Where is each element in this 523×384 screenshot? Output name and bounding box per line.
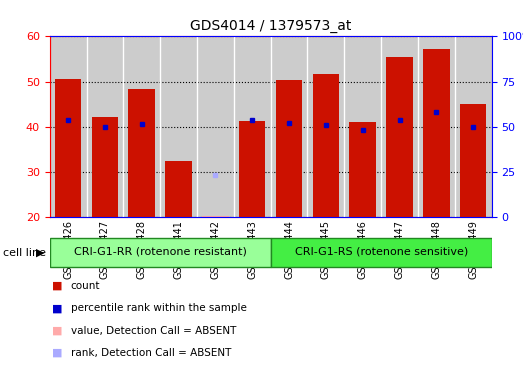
Text: CRI-G1-RR (rotenone resistant): CRI-G1-RR (rotenone resistant) [74, 247, 247, 257]
Bar [386, 57, 413, 217]
Bar [234, 36, 270, 217]
Bar [165, 161, 192, 217]
Bar [381, 36, 418, 217]
Text: ▶: ▶ [36, 248, 44, 258]
Bar [423, 49, 450, 217]
Text: ■: ■ [52, 326, 63, 336]
Bar [460, 104, 486, 217]
Text: ■: ■ [52, 348, 63, 358]
Bar [313, 74, 339, 217]
Bar [344, 36, 381, 217]
Text: CRI-G1-RS (rotenone sensitive): CRI-G1-RS (rotenone sensitive) [294, 247, 468, 257]
Bar [271, 238, 492, 267]
Text: percentile rank within the sample: percentile rank within the sample [71, 303, 246, 313]
Text: ■: ■ [52, 303, 63, 313]
Text: value, Detection Call = ABSENT: value, Detection Call = ABSENT [71, 326, 236, 336]
Bar [55, 79, 82, 217]
Bar [455, 36, 492, 217]
Bar [50, 36, 86, 217]
Bar [349, 122, 376, 217]
Title: GDS4014 / 1379573_at: GDS4014 / 1379573_at [190, 19, 351, 33]
Bar [197, 36, 234, 217]
Bar [86, 36, 123, 217]
Bar [276, 80, 302, 217]
Text: rank, Detection Call = ABSENT: rank, Detection Call = ABSENT [71, 348, 231, 358]
Bar [308, 36, 344, 217]
Bar [239, 121, 266, 217]
Bar [92, 117, 118, 217]
Bar [418, 36, 455, 217]
Bar [202, 215, 229, 217]
Bar [50, 238, 271, 267]
Bar [123, 36, 160, 217]
Text: cell line: cell line [3, 248, 46, 258]
Text: ■: ■ [52, 281, 63, 291]
Bar [270, 36, 308, 217]
Text: count: count [71, 281, 100, 291]
Bar [160, 36, 197, 217]
Bar [129, 89, 155, 217]
